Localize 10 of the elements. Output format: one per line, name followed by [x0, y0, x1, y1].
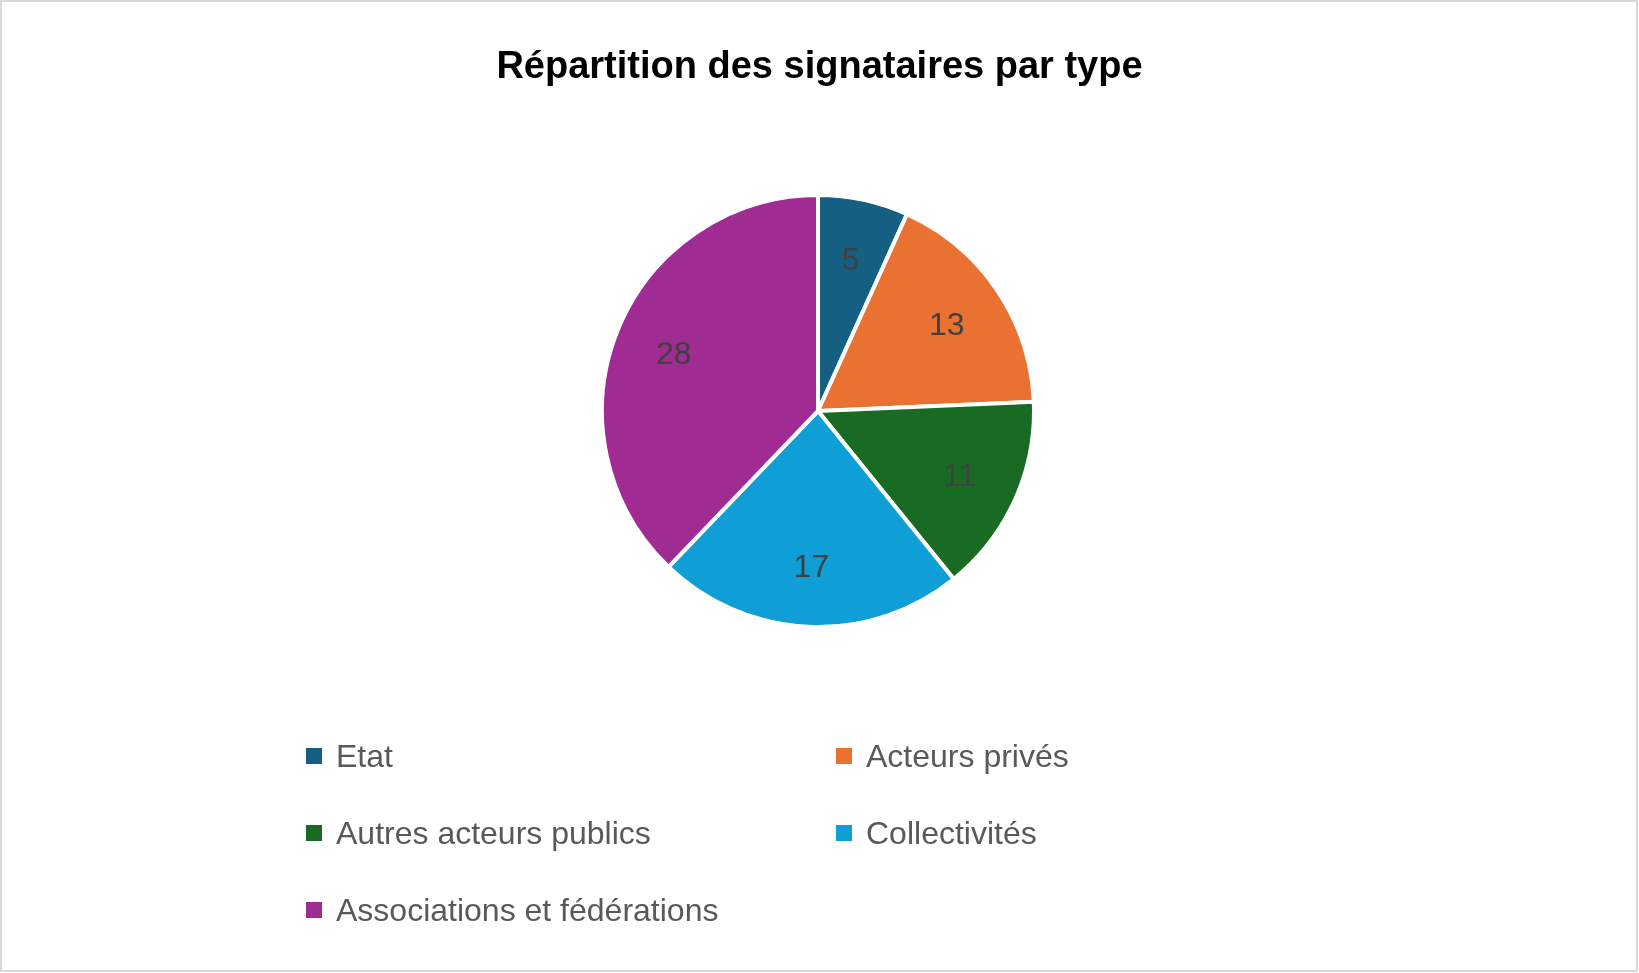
- data-label: 28: [655, 335, 692, 372]
- data-label: 13: [929, 305, 965, 342]
- chart-title: Répartition des signataires par type: [496, 44, 1143, 86]
- legend-label: Autres acteurs publics: [336, 815, 651, 851]
- legend-label: Collectivités: [866, 815, 1037, 851]
- data-label: 5: [841, 240, 860, 277]
- legend-label: Acteurs privés: [866, 738, 1069, 774]
- legend-label: Etat: [336, 738, 394, 774]
- legend-label: Associations et fédérations: [336, 892, 719, 928]
- data-label: 17: [793, 548, 830, 585]
